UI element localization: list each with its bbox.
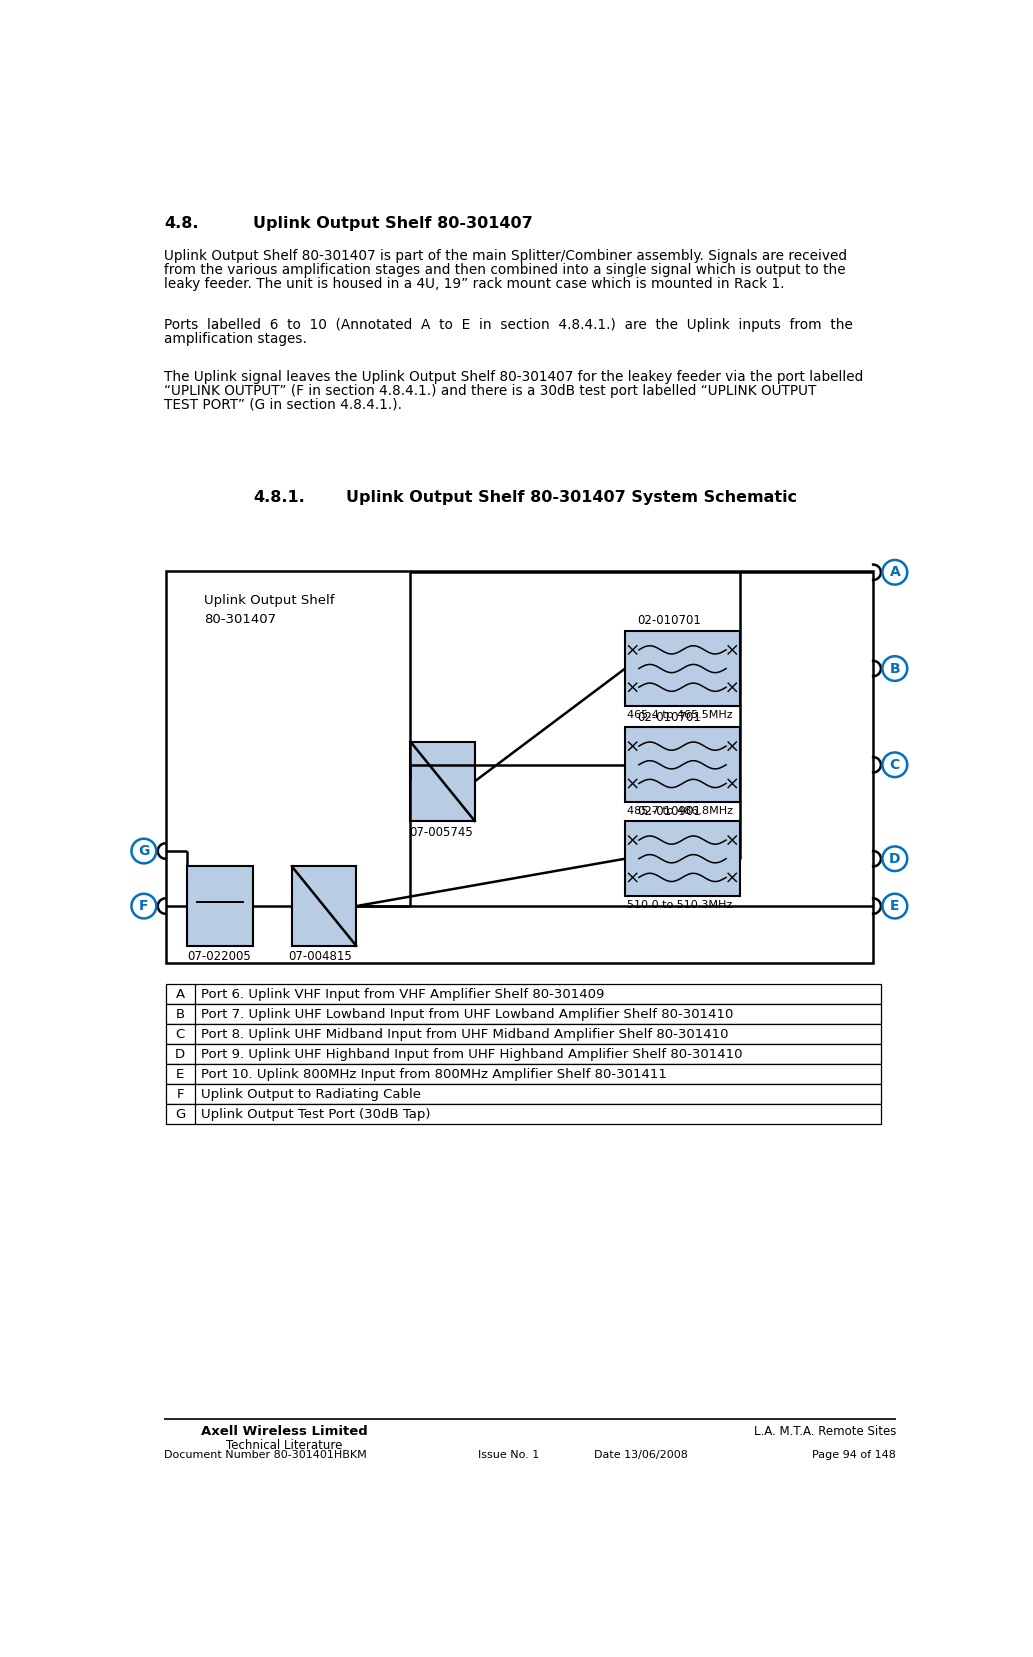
Text: 02-010701: 02-010701 bbox=[636, 615, 700, 628]
Text: D: D bbox=[889, 852, 901, 865]
Text: Port 7. Uplink UHF Lowband Input from UHF Lowband Amplifier Shelf 80-301410: Port 7. Uplink UHF Lowband Input from UH… bbox=[201, 1007, 733, 1021]
Bar bbox=[165, 570, 873, 963]
Text: 07-005745: 07-005745 bbox=[409, 825, 473, 838]
Bar bbox=[165, 1004, 881, 1024]
Text: A: A bbox=[176, 988, 185, 1001]
Text: Uplink Output Shelf 80-301407 is part of the main Splitter/Combiner assembly. Si: Uplink Output Shelf 80-301407 is part of… bbox=[164, 249, 847, 263]
Text: Port 8. Uplink UHF Midband Input from UHF Midband Amplifier Shelf 80-301410: Port 8. Uplink UHF Midband Input from UH… bbox=[201, 1027, 728, 1041]
Text: B: B bbox=[889, 661, 900, 676]
Text: Uplink Output Test Port (30dB Tap): Uplink Output Test Port (30dB Tap) bbox=[201, 1109, 431, 1120]
Text: Uplink Output Shelf 80-301407: Uplink Output Shelf 80-301407 bbox=[253, 215, 533, 230]
Text: 02-010701: 02-010701 bbox=[636, 711, 700, 724]
Text: Issue No. 1: Issue No. 1 bbox=[478, 1450, 539, 1460]
Text: Port 9. Uplink UHF Highband Input from UHF Highband Amplifier Shelf 80-301410: Port 9. Uplink UHF Highband Input from U… bbox=[201, 1047, 743, 1060]
Text: L.A. M.T.A. Remote Sites: L.A. M.T.A. Remote Sites bbox=[754, 1425, 897, 1438]
Bar bbox=[625, 727, 740, 802]
Text: Date 13/06/2008: Date 13/06/2008 bbox=[594, 1450, 688, 1460]
Text: amplification stages.: amplification stages. bbox=[164, 331, 307, 346]
Text: F: F bbox=[177, 1089, 184, 1100]
Bar bbox=[165, 1064, 881, 1084]
Text: 485.7 to 486.8MHz: 485.7 to 486.8MHz bbox=[627, 805, 732, 815]
Text: Ports  labelled  6  to  10  (Annotated  A  to  E  in  section  4.8.4.1.)  are  t: Ports labelled 6 to 10 (Annotated A to E… bbox=[164, 318, 853, 331]
Text: Uplink Output Shelf: Uplink Output Shelf bbox=[205, 593, 335, 606]
Text: leaky feeder. The unit is housed in a 4U, 19” rack mount case which is mounted i: leaky feeder. The unit is housed in a 4U… bbox=[164, 277, 784, 290]
Text: The Uplink signal leaves the Uplink Output Shelf 80-301407 for the leakey feeder: The Uplink signal leaves the Uplink Outp… bbox=[164, 370, 864, 384]
Text: 07-004815: 07-004815 bbox=[288, 951, 352, 963]
Text: Port 10. Uplink 800MHz Input from 800MHz Amplifier Shelf 80-301411: Port 10. Uplink 800MHz Input from 800MHz… bbox=[201, 1067, 667, 1080]
Text: 02-010901: 02-010901 bbox=[636, 805, 700, 817]
Text: from the various amplification stages and then combined into a single signal whi: from the various amplification stages an… bbox=[164, 263, 846, 277]
Text: “UPLINK OUTPUT” (F in section 4.8.4.1.) and there is a 30dB test port labelled “: “UPLINK OUTPUT” (F in section 4.8.4.1.) … bbox=[164, 384, 816, 398]
Text: E: E bbox=[890, 900, 900, 913]
Text: F: F bbox=[139, 900, 149, 913]
Text: 510.0 to 510.3MHz: 510.0 to 510.3MHz bbox=[627, 900, 732, 910]
Text: 80-301407: 80-301407 bbox=[205, 613, 277, 626]
Text: Uplink Output to Radiating Cable: Uplink Output to Radiating Cable bbox=[201, 1089, 421, 1100]
Text: A: A bbox=[889, 565, 900, 580]
Bar bbox=[625, 631, 740, 706]
Text: 4.8.1.: 4.8.1. bbox=[253, 490, 305, 505]
Bar bbox=[187, 867, 253, 946]
Bar bbox=[625, 822, 740, 896]
Bar bbox=[165, 1044, 881, 1064]
Text: Axell Wireless Limited: Axell Wireless Limited bbox=[200, 1425, 368, 1438]
Text: D: D bbox=[176, 1047, 185, 1060]
Text: B: B bbox=[176, 1007, 185, 1021]
Text: 07-022005: 07-022005 bbox=[187, 951, 251, 963]
Text: C: C bbox=[176, 1027, 185, 1041]
Text: Document Number 80-301401HBKM: Document Number 80-301401HBKM bbox=[164, 1450, 367, 1460]
Bar bbox=[165, 1084, 881, 1104]
Text: G: G bbox=[176, 1109, 185, 1120]
Text: Uplink Output Shelf 80-301407 System Schematic: Uplink Output Shelf 80-301407 System Sch… bbox=[346, 490, 797, 505]
Text: Technical Literature: Technical Literature bbox=[226, 1440, 342, 1452]
Text: E: E bbox=[177, 1067, 185, 1080]
Bar bbox=[292, 867, 356, 946]
Text: 465.4 to 465.5MHz: 465.4 to 465.5MHz bbox=[627, 709, 732, 719]
Text: G: G bbox=[138, 843, 150, 858]
Bar bbox=[165, 1104, 881, 1125]
Text: Page 94 of 148: Page 94 of 148 bbox=[813, 1450, 897, 1460]
Text: 4.8.: 4.8. bbox=[164, 215, 198, 230]
Bar bbox=[165, 984, 881, 1004]
Bar bbox=[410, 742, 475, 820]
Text: Port 6. Uplink VHF Input from VHF Amplifier Shelf 80-301409: Port 6. Uplink VHF Input from VHF Amplif… bbox=[201, 988, 604, 1001]
Bar bbox=[165, 1024, 881, 1044]
Text: TEST PORT” (G in section 4.8.4.1.).: TEST PORT” (G in section 4.8.4.1.). bbox=[164, 398, 402, 411]
Text: C: C bbox=[889, 757, 900, 772]
